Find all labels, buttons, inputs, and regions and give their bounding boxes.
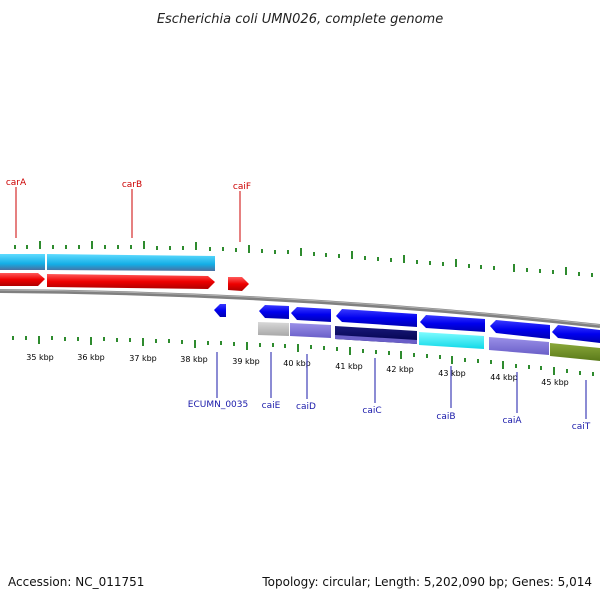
forward-gene-track [0,273,249,291]
cds-block-caiD[interactable] [290,323,331,338]
gene-arrow-caiB[interactable] [420,315,485,332]
cds-block-caiC-stripe [335,335,417,344]
ruler-label: 45 kbp [541,378,569,387]
gene-arrow-ECUMN_0035[interactable] [214,304,226,317]
ruler-label: 35 kbp [26,353,54,362]
ruler-label: 44 kbp [490,373,518,382]
topology-text: Topology: circular; Length: 5,202,090 bp… [261,575,592,589]
gene-label-carA[interactable]: carA [6,178,27,188]
gene-label-caiT[interactable]: caiT [572,422,591,432]
gene-label-caiE[interactable]: caiE [262,401,281,411]
reverse-gene-track [214,304,600,343]
gene-arrow-caiE[interactable] [259,305,289,319]
gene-label-caiD[interactable]: caiD [296,402,316,412]
top-tick-track [14,241,593,277]
ruler-label: 38 kbp [180,355,208,364]
forward-cds-track [0,254,215,271]
gene-label-ECUMN_0035[interactable]: ECUMN_0035 [188,400,248,410]
forward-gene-labels: carA carB caiF [6,178,251,242]
gene-label-caiA[interactable]: caiA [502,416,522,426]
reverse-cds-track [258,322,600,361]
gene-arrow-caiC[interactable] [336,309,417,327]
ruler-label: 40 kbp [283,359,311,368]
cds-block-caiT[interactable] [550,343,600,361]
gene-label-caiB[interactable]: caiB [436,412,455,422]
ruler-label: 42 kbp [386,365,414,374]
gene-arrow-carA[interactable] [0,273,45,286]
ruler-labels: 35 kbp 36 kbp 37 kbp 38 kbp 39 kbp 40 kb… [26,353,569,387]
ruler-label: 41 kbp [335,362,363,371]
map-title: Escherichia coli UMN026, complete genome [157,12,443,27]
gene-label-caiC[interactable]: caiC [362,406,381,416]
cds-block-caiB[interactable] [419,332,484,349]
ruler-label: 36 kbp [77,353,105,362]
gene-arrow-carB[interactable] [47,274,215,289]
genome-backbone [0,289,600,328]
gene-arrow-caiA[interactable] [490,320,550,339]
ruler-label: 39 kbp [232,357,260,366]
ruler-label: 37 kbp [129,354,157,363]
gene-block-carA[interactable] [0,254,45,270]
reverse-gene-labels: ECUMN_0035 caiE caiD caiC caiB caiA caiT [188,352,591,432]
gene-arrow-caiD[interactable] [291,307,331,322]
bottom-tick-track [12,336,594,376]
gene-block-carB[interactable] [47,254,215,271]
accession-text: Accession: NC_011751 [8,575,144,589]
gene-arrow-caiF[interactable] [228,277,249,291]
gene-label-carB[interactable]: carB [122,180,142,190]
gene-arrow-caiT[interactable] [552,325,600,343]
genome-backbone-highlight [0,289,600,326]
cds-block-caiE[interactable] [258,322,289,336]
gene-label-caiF[interactable]: caiF [233,182,251,192]
cds-block-caiA[interactable] [489,337,549,355]
ruler-label: 43 kbp [438,369,466,378]
